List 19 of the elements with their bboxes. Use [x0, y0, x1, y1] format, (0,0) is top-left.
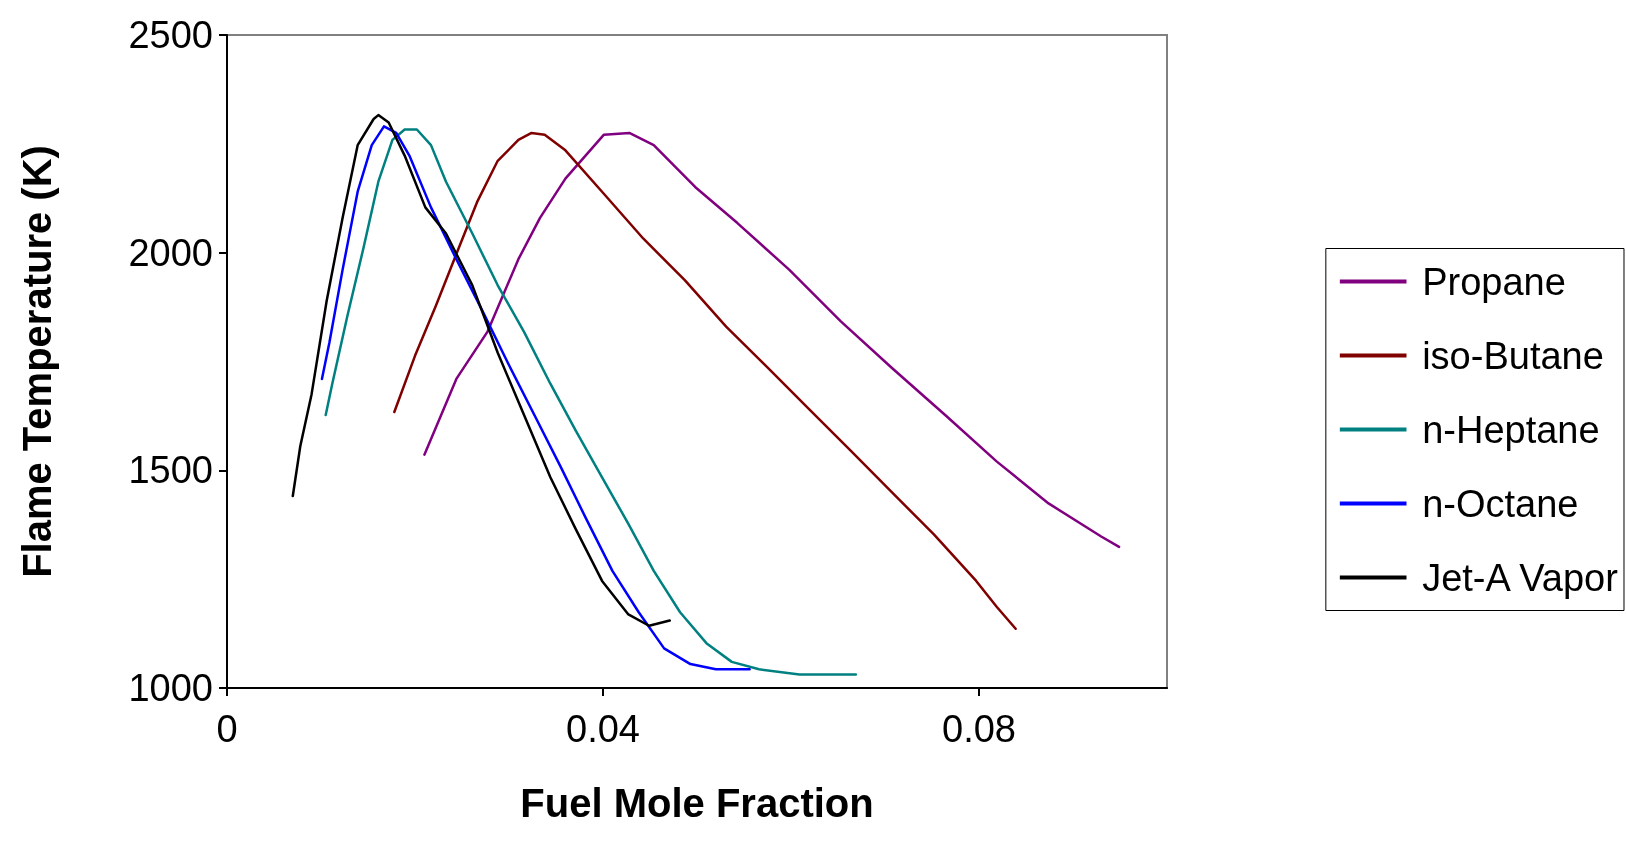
- line-series: [320, 125, 751, 671]
- x-tick-label: 0.04: [566, 708, 640, 750]
- x-tick-label: 0: [216, 708, 238, 750]
- legend-label: Propane: [1422, 260, 1566, 303]
- y-tick-label: 1000: [128, 667, 213, 709]
- y-tick-label: 1500: [128, 449, 213, 492]
- line-series: [423, 131, 1121, 549]
- y-tick-label: 2500: [128, 14, 213, 56]
- x-axis-title: Fuel Mole Fraction: [520, 781, 874, 825]
- line-series: [393, 131, 1017, 631]
- legend-label: iso-Butane: [1422, 334, 1604, 377]
- legend-label: Jet-A Vapor: [1422, 556, 1619, 599]
- legend-label: n-Heptane: [1422, 408, 1600, 451]
- line-series: [324, 128, 858, 676]
- y-tick-label: 2000: [128, 231, 213, 274]
- legend-label: n-Octane: [1422, 482, 1579, 525]
- x-tick-label: 0.08: [942, 708, 1016, 750]
- y-axis-title: Flame Temperature (K): [15, 145, 59, 578]
- line-series: [291, 113, 671, 627]
